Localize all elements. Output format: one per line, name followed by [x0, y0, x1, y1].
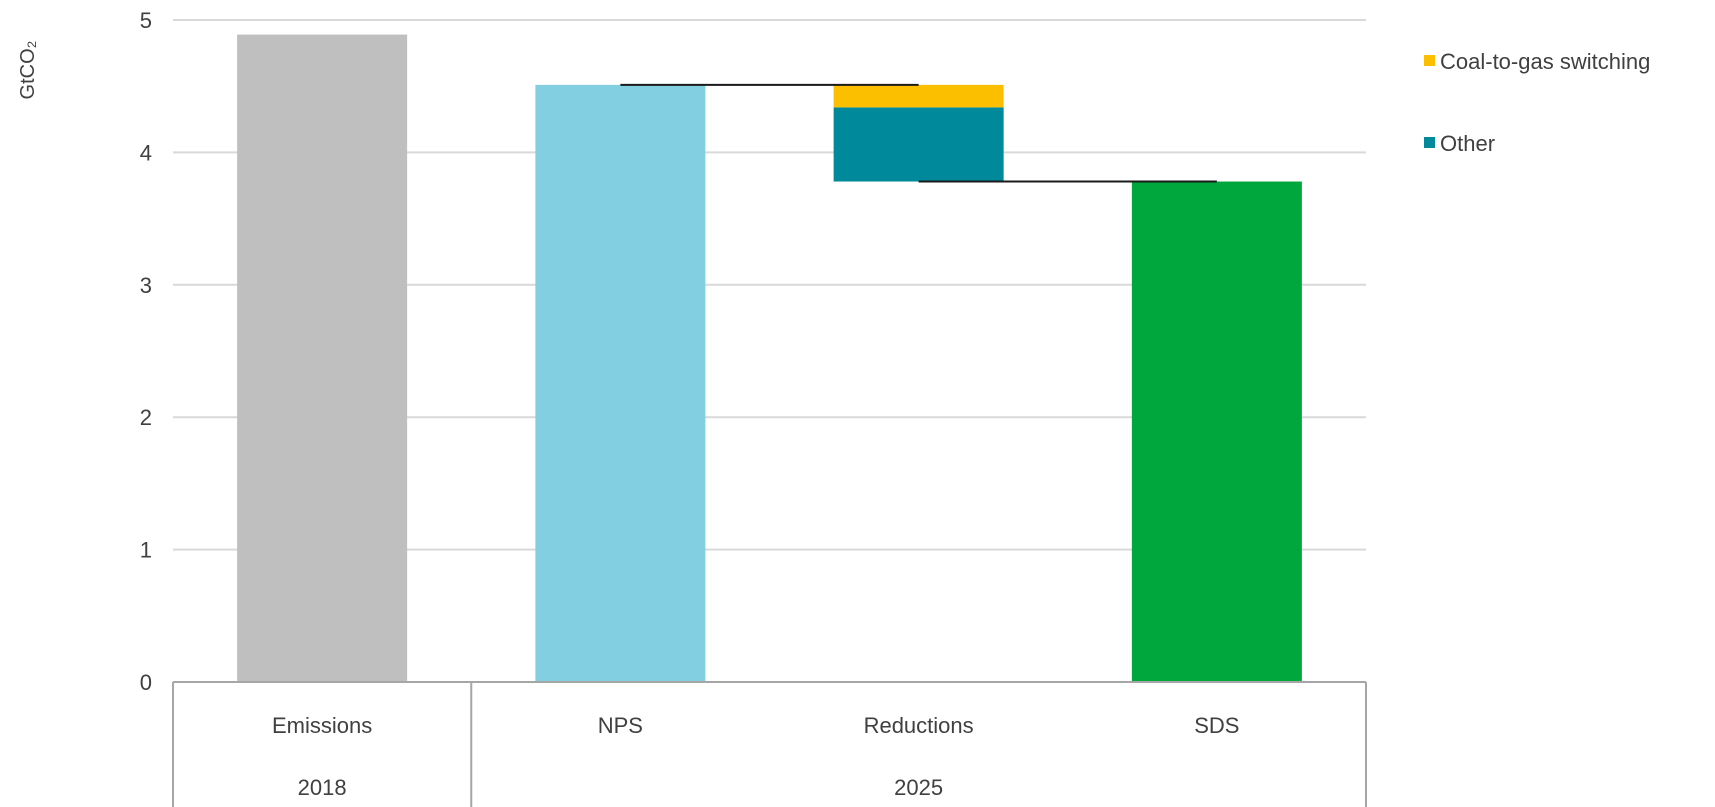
bar-segment [833, 84, 1004, 108]
y-tick-label: 0 [140, 670, 152, 695]
bars [237, 34, 1302, 683]
y-tick-label: 3 [140, 273, 152, 298]
category-label: NPS [598, 713, 643, 738]
y-axis-ticks: 0 1 2 3 4 5 [140, 8, 152, 695]
group-label: 2025 [894, 775, 943, 800]
bar [1131, 181, 1302, 682]
bar [535, 84, 706, 683]
category-axis: 2018 2025 Emissions NPS Reductions SDS [172, 681, 1367, 807]
bar-segment [833, 107, 1004, 182]
category-label: Reductions [864, 713, 974, 738]
category-label: SDS [1194, 713, 1239, 738]
y-tick-label: 1 [140, 538, 152, 563]
legend: Coal-to-gas switching Other [1424, 49, 1650, 156]
legend-swatch [1424, 55, 1435, 66]
legend-label: Other [1440, 131, 1495, 156]
y-tick-label: 2 [140, 405, 152, 430]
legend-label: Coal-to-gas switching [1440, 49, 1650, 74]
y-tick-label: 5 [140, 8, 152, 33]
bar [237, 34, 408, 682]
category-label: Emissions [272, 713, 372, 738]
legend-swatch [1424, 137, 1435, 148]
group-label: 2018 [298, 775, 347, 800]
y-axis-label: GtCO₂ [17, 41, 39, 100]
connector-lines [620, 83, 1217, 183]
y-tick-label: 4 [140, 140, 152, 165]
